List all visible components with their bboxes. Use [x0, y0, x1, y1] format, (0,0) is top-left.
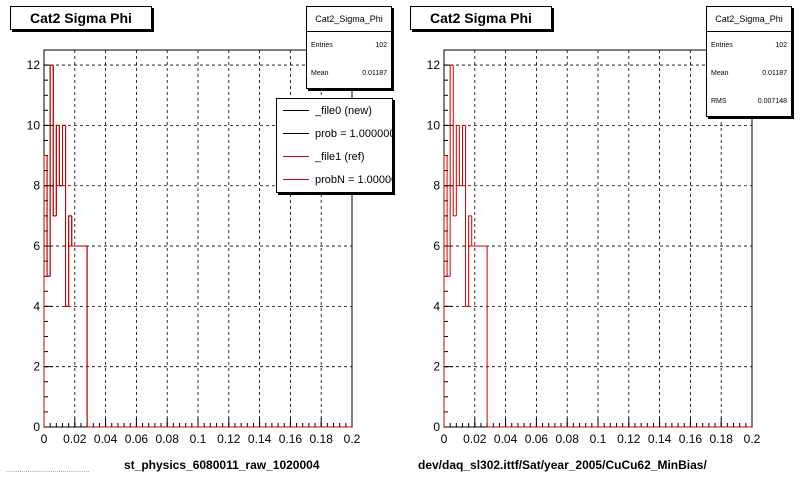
right-pad: 0 0.02 0.04 0.06 0.08 0.1 0.12 0.14 0.16 0.18 0.2 0…: [400, 0, 800, 480]
left-histogram-bin: [71, 215, 75, 247]
right-x-tick-label: 0.12: [617, 432, 641, 446]
left-stats-box: Cat2_Sigma_Phi Entries 102 Mean 0.01187: [306, 6, 392, 89]
legend-line-red: [283, 156, 309, 157]
right-stats-rms-label: RMS: [711, 98, 727, 105]
left-pad: 0 0.02 0.04 0.06 0.08 0.1 0.12 0.14 0.16 0.18 0.2 0…: [6, 6, 393, 474]
right-chart-title: Cat2 Sigma Phi: [410, 6, 552, 30]
left-stats-mean-label: Mean: [311, 70, 329, 77]
right-y-tick-label: 2: [433, 360, 440, 374]
left-stats-mean: Mean 0.01187: [307, 60, 391, 88]
right-x-tick-label: 0.2: [744, 432, 761, 446]
right-histogram-bin: [449, 64, 454, 277]
right-x-tick-label: 0: [441, 432, 448, 446]
left-histogram-bin: [65, 125, 69, 307]
right-x-tick-label: 0.08: [556, 432, 580, 446]
right-stats-entries: Entries 102: [707, 32, 791, 60]
left-histogram-bin: [52, 65, 57, 217]
right-histogram-bin: [471, 215, 475, 247]
left-histogram-bin: [49, 64, 54, 277]
right-stats-mean: Mean 0.01187: [707, 60, 791, 88]
left-y-tick-label: 10: [27, 118, 41, 132]
right-x-axis-title: dev/daq_sl302.ittf/Sat/year_2005/CuCu62_…: [418, 458, 707, 472]
left-x-tick-label: 0.14: [248, 432, 272, 446]
left-x-tick-label: 0.18: [310, 432, 334, 446]
right-x-tick-label: 0.1: [590, 432, 607, 446]
right-x-tick-label: 0.06: [525, 432, 549, 446]
right-stats-entries-value: 102: [775, 42, 787, 49]
left-histogram: 0 0.02 0.04 0.06 0.08 0.1 0.12 0.14 0.16 0.18 0.2 0…: [27, 49, 361, 446]
right-histogram-bin: [468, 215, 472, 307]
right-histogram-bin: [461, 124, 466, 186]
right-histogram-bin: [465, 125, 469, 307]
left-histogram-bin: [86, 246, 91, 428]
right-y-tick-label: 6: [433, 239, 440, 253]
legend-label-file0: _file0 (new): [315, 104, 372, 117]
right-histogram-bin: [455, 124, 460, 216]
right-x-tick-label: 0.04: [494, 432, 518, 446]
left-x-tick-label: 0.2: [344, 432, 361, 446]
right-y-tick-label: 4: [433, 299, 440, 313]
left-x-tick-label: 0.06: [125, 432, 149, 446]
legend-line-red: [283, 179, 309, 180]
left-histogram-bin: [68, 215, 72, 307]
left-legend: _file0 (new) prob = 1.000000 _file1 (ref…: [276, 98, 393, 193]
left-x-tick-label: 0.16: [279, 432, 303, 446]
left-x-axis-title: st_physics_6080011_raw_1020004: [124, 458, 320, 472]
right-y-tick-label: 12: [427, 58, 441, 72]
legend-entry-file0: _file0 (new): [277, 99, 392, 122]
left-y-tick-label: 4: [33, 299, 40, 313]
right-histogram-bin: [486, 246, 491, 428]
right-stats-mean-label: Mean: [711, 70, 729, 77]
right-histogram-bin: [446, 155, 451, 277]
footer-note: ........................................…: [6, 467, 90, 474]
left-y-tick-label: 2: [33, 360, 40, 374]
left-x-tick-label: 0.1: [190, 432, 207, 446]
left-stats-entries: Entries 102: [307, 32, 391, 60]
legend-line-black: [283, 110, 309, 111]
left-x-tick-label: 0: [41, 432, 48, 446]
right-stats-name: Cat2_Sigma_Phi: [707, 7, 791, 32]
left-stats-mean-value: 0.01187: [362, 70, 387, 77]
right-x-tick-label: 0.18: [710, 432, 734, 446]
left-y-tick-label: 0: [33, 420, 40, 434]
left-x-tick-label: 0.08: [156, 432, 180, 446]
left-stats-entries-label: Entries: [311, 42, 333, 49]
right-histogram-bin: [458, 125, 463, 187]
right-stats-rms-value: 0.007148: [757, 98, 787, 105]
left-y-tick-label: 8: [33, 179, 40, 193]
right-y-tick-label: 0: [433, 420, 440, 434]
right-x-tick-label: 0.14: [648, 432, 672, 446]
left-chart-title: Cat2 Sigma Phi: [10, 6, 152, 30]
legend-entry-file1: _file1 (ref): [277, 145, 392, 168]
legend-entry-prob: prob = 1.000000: [277, 122, 392, 145]
left-x-tick-label: 0.04: [94, 432, 118, 446]
left-histogram-bin: [46, 155, 51, 277]
left-stats-name: Cat2_Sigma_Phi: [307, 7, 391, 32]
legend-label-prob: prob = 1.000000: [315, 127, 392, 140]
left-x-tick-label: 0.02: [63, 432, 87, 446]
right-histogram-bin: [443, 155, 448, 427]
right-histogram-bin: [452, 65, 457, 217]
right-y-tick-label: 8: [433, 179, 440, 193]
right-stats-mean-value: 0.01187: [762, 70, 787, 77]
left-histogram-bin: [58, 125, 63, 187]
legend-label-probn: probN = 1.000000: [315, 173, 392, 186]
right-x-tick-label: 0.02: [463, 432, 487, 446]
right-y-tick-label: 10: [427, 118, 441, 132]
legend-entry-probn: probN = 1.000000: [277, 168, 392, 191]
right-stats-entries-label: Entries: [711, 42, 733, 49]
right-histogram: 0 0.02 0.04 0.06 0.08 0.1 0.12 0.14 0.16 0.18 0.2 0…: [427, 49, 761, 446]
legend-line-black: [283, 133, 309, 134]
left-stats-entries-value: 102: [375, 42, 387, 49]
left-y-tick-label: 6: [33, 239, 40, 253]
left-histogram-bin: [55, 124, 60, 216]
left-histogram-bin: [61, 124, 66, 186]
left-y-tick-label: 12: [27, 58, 41, 72]
right-stats-rms: RMS 0.007148: [707, 88, 791, 116]
left-x-tick-label: 0.12: [217, 432, 241, 446]
left-histogram-bin: [43, 155, 48, 427]
legend-label-file1: _file1 (ref): [315, 150, 365, 163]
right-stats-box: Cat2_Sigma_Phi Entries 102 Mean 0.01187 …: [706, 6, 792, 117]
right-x-tick-label: 0.16: [679, 432, 703, 446]
